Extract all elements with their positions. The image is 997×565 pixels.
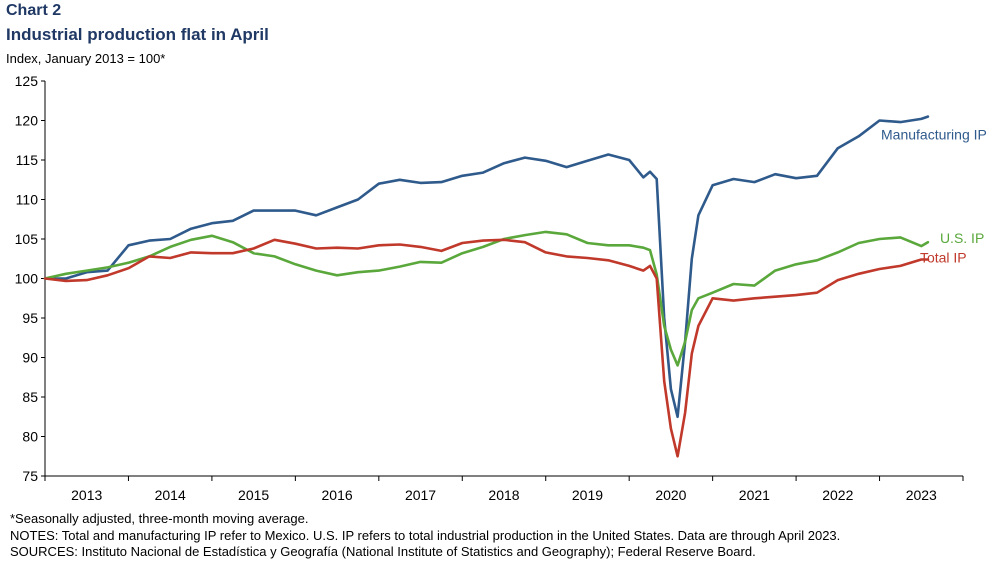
chart-label: Chart 2: [6, 2, 62, 19]
y-tick-label: 85: [22, 389, 38, 405]
footnote: *Seasonally adjusted, three-month moving…: [10, 511, 309, 526]
notes-text: NOTES: Total and manufacturing IP refer …: [10, 527, 841, 543]
y-tick-label: 125: [15, 73, 39, 89]
x-tick-label: 2021: [739, 487, 770, 503]
x-tick-label: 2019: [572, 487, 603, 503]
chart-title: Industrial production flat in April: [6, 25, 269, 44]
x-tick-label: 2018: [488, 487, 519, 503]
y-tick-label: 90: [22, 350, 38, 366]
x-tick-label: 2014: [155, 487, 186, 503]
y-tick-label: 80: [22, 429, 38, 445]
x-tick-label: 2017: [405, 487, 436, 503]
x-tick-label: 2020: [655, 487, 686, 503]
series-line-manufacturing-ip: [43, 115, 930, 419]
y-tick-label: 75: [22, 468, 38, 484]
y-tick-label: 95: [22, 310, 38, 326]
sources-text: SOURCES: Instituto Nacional de Estadísti…: [10, 544, 756, 559]
y-axis: 75 80 85 90 95 100 105 110 115 120 125: [15, 73, 46, 484]
x-tick-label: 2023: [906, 487, 937, 503]
series-annotation-manufacturing-ip: Manufacturing IP: [881, 127, 987, 143]
series-annotation-total-ip: Total IP: [920, 250, 967, 266]
series-annotation-u-s-ip: U.S. IP: [940, 230, 984, 246]
y-tick-label: 115: [16, 152, 39, 168]
x-tick-label: 2016: [322, 487, 353, 503]
chart-subtitle: Index, January 2013 = 100*: [6, 51, 166, 66]
y-tick-label: 105: [15, 231, 39, 247]
series-annotations: Manufacturing IP U.S. IP Total IP: [881, 127, 987, 266]
x-tick-label: 2022: [822, 487, 853, 503]
series-line-u-s-ip: [43, 230, 930, 367]
y-tick-label: 100: [15, 271, 39, 287]
y-tick-label: 110: [16, 192, 39, 208]
series-lines: [43, 115, 930, 458]
series-line-total-ip: [43, 238, 930, 458]
y-tick-label: 120: [15, 113, 39, 129]
chart-notes: *Seasonally adjusted, three-month moving…: [10, 511, 840, 561]
x-tick-label: 2013: [71, 487, 102, 503]
x-axis: 2013 2014 2015 2016 2017 2018 2019 2020 2021 2022…: [44, 475, 964, 503]
x-tick-label: 2015: [238, 487, 269, 503]
